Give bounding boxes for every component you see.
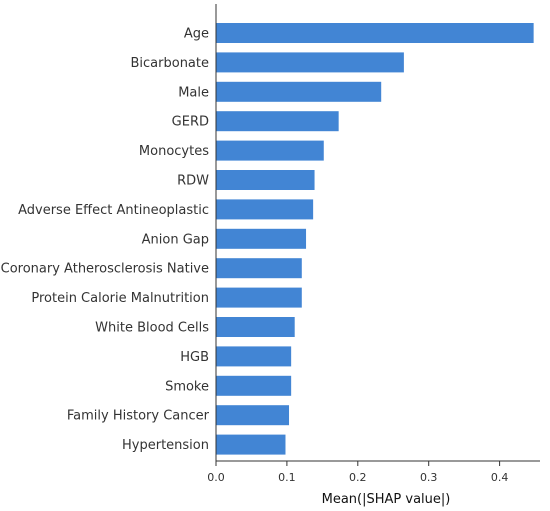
x-tick-label: 0.3 <box>420 471 438 484</box>
bar-smoke <box>216 375 292 396</box>
bars-group <box>216 23 534 455</box>
x-tick-label: 0.4 <box>491 471 509 484</box>
category-label: Bicarbonate <box>131 56 210 71</box>
bar-rdw <box>216 170 315 190</box>
category-label: Smoke <box>165 379 209 394</box>
bar-family-history-cancer <box>216 405 290 426</box>
bar-white-blood-cells <box>216 317 295 337</box>
bar-hgb <box>216 346 292 367</box>
category-label: Anion Gap <box>142 232 209 247</box>
category-label: Protein Calorie Malnutrition <box>31 291 209 306</box>
category-label: Hypertension <box>122 438 209 453</box>
category-label: Adverse Effect Antineoplastic <box>18 203 209 218</box>
category-label: Coronary Atherosclerosis Native <box>1 262 209 277</box>
bar-bicarbonate <box>216 52 404 73</box>
bar-age <box>216 23 534 43</box>
x-tick-label: 0.1 <box>278 471 296 484</box>
bar-protein-calorie-malnutrition <box>216 287 302 308</box>
category-label: Age <box>184 27 209 42</box>
bar-coronary-atherosclerosis-native <box>216 258 302 279</box>
category-label: Family History Cancer <box>67 409 210 424</box>
category-label: Male <box>178 85 209 100</box>
bar-male <box>216 81 382 102</box>
bar-hypertension <box>216 434 286 455</box>
category-label: RDW <box>177 174 209 189</box>
bar-monocytes <box>216 140 324 161</box>
x-axis-title: Mean(|SHAP value|) <box>322 492 451 507</box>
x-tick-label: 0.0 <box>207 471 225 484</box>
bar-anion-gap <box>216 228 307 249</box>
category-labels: Age Bicarbonate Male GERD Monocytes RDW Advers… <box>1 27 210 454</box>
x-tick-label: 0.2 <box>349 471 367 484</box>
category-label: HGB <box>180 350 209 365</box>
category-label: GERD <box>172 115 209 130</box>
bar-adverse-effect-antineoplastic <box>216 199 314 220</box>
x-ticks: 0.0 0.1 0.2 0.3 0.4 <box>207 461 508 484</box>
category-label: Monocytes <box>139 144 209 159</box>
bar-gerd <box>216 111 339 132</box>
category-label: White Blood Cells <box>95 321 209 336</box>
